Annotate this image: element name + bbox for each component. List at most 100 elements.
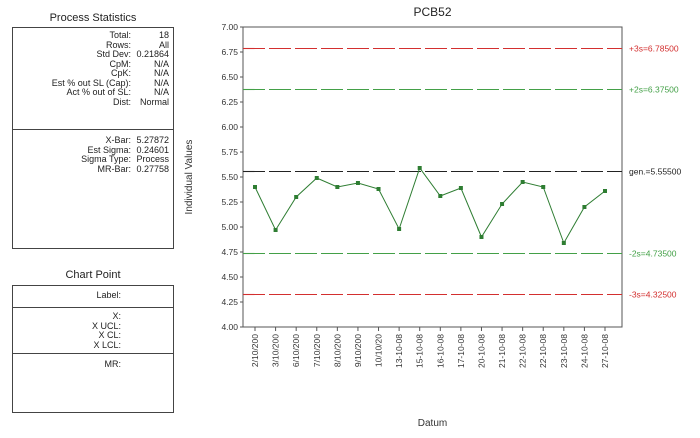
reference-line-label: -3s=4.32500 [629, 290, 677, 300]
reference-line-label: +2s=6.37500 [629, 85, 679, 95]
stat-value: All [158, 39, 169, 50]
data-point [520, 180, 525, 184]
y-tick-label: 4.75 [221, 247, 238, 257]
data-point [397, 227, 402, 231]
process-statistics-box: Total: 18 Rows: All Std Dev: 0.21864 CpM: N/A Cp… [12, 27, 174, 249]
stat-label: Std Dev: [96, 49, 131, 59]
sigma-stat-label: Sigma Type: [81, 154, 131, 164]
y-tick-label: 6.25 [221, 97, 238, 107]
y-axis-label: Individual Values [184, 140, 195, 215]
y-tick-label: 6.75 [221, 47, 238, 57]
stat-label: CpM: [109, 58, 131, 69]
stat-label: CpK: [110, 68, 131, 78]
chart-point-xucl: X UCL: [91, 320, 121, 331]
reference-line-label: -2s=4.73500 [629, 249, 677, 259]
data-point [603, 189, 607, 193]
y-tick-label: 5.75 [221, 147, 238, 157]
x-tick-label: 15-10-08 [415, 334, 425, 368]
x-tick-label: 17-10-08 [456, 334, 466, 368]
series-line [254, 166, 606, 245]
data-point [438, 194, 443, 198]
chart-title: PCB52 [413, 5, 451, 19]
data-point [335, 185, 340, 189]
x-tick-label: 3/10/200 [271, 334, 281, 367]
sigma-stat-value: 0.27758 [136, 163, 169, 174]
data-point [253, 185, 257, 189]
stat-row: Total: 18 [13, 30, 173, 41]
data-point [561, 241, 566, 245]
stat-value: N/A [153, 87, 169, 97]
data-point [541, 185, 546, 189]
x-tick-label: 22-10-08 [518, 334, 528, 368]
x-tick-label: 16-10-08 [435, 334, 445, 368]
chart-point-label: Label: [96, 290, 121, 300]
data-point [355, 181, 360, 185]
chart-point-box: Label: X: X UCL: X CL: X LCL: MR: [12, 285, 174, 413]
stat-row: CpK: N/A [13, 68, 173, 79]
sigma-stat-label: Est Sigma: [87, 144, 131, 155]
sigma-stat-value: 0.24601 [136, 144, 169, 155]
data-point [500, 202, 505, 206]
y-tick-label: 4.00 [221, 322, 238, 332]
chart-point-title: Chart Point [65, 269, 121, 281]
x-tick-label: 24-10-08 [579, 334, 589, 368]
x-tick-label: 20-10-08 [476, 334, 486, 368]
y-tick-label: 6.00 [221, 122, 238, 132]
stats-section-main: Total: 18 Rows: All Std Dev: 0.21864 CpM: N/A Cp… [13, 28, 173, 130]
x-tick-label: 9/10/200 [353, 334, 363, 367]
chart-point-x: X: [112, 311, 121, 321]
sigma-stat-row: Est Sigma: 0.24601 [13, 144, 173, 156]
sigma-stat-value: Process [136, 154, 169, 164]
stats-section-sigma: X-Bar: 5.27872 Est Sigma: 0.24601 Sigma Type… [13, 130, 173, 250]
x-tick-label: 7/10/200 [312, 334, 322, 367]
chart-point-values-section: X: X UCL: X CL: X LCL: [13, 308, 173, 354]
y-tick-label: 4.25 [221, 297, 238, 307]
stat-row: Std Dev: 0.21864 [13, 49, 173, 60]
stat-label: Total: [109, 30, 131, 40]
process-statistics-title: Process Statistics [49, 12, 137, 24]
sigma-stat-label: MR-Bar: [97, 163, 132, 174]
sigma-stat-row: X-Bar: 5.27872 [13, 135, 173, 146]
x-tick-label: 2/10/200 [250, 334, 260, 367]
data-point [376, 187, 381, 191]
data-point [417, 166, 422, 170]
stat-value: Normal [139, 96, 169, 107]
stat-label: Rows: [105, 39, 131, 50]
reference-line-label: gen.=5.55500 [629, 167, 682, 177]
y-tick-label: 5.25 [221, 197, 238, 207]
x-tick-label: 27-10-08 [600, 334, 610, 368]
data-point [273, 228, 278, 232]
y-tick-label: 7.00 [221, 22, 238, 32]
stat-row: Act % out of SL: N/A [13, 87, 173, 98]
y-tick-label: 6.50 [221, 72, 238, 82]
stat-row: Est % out SL (Cap): N/A [13, 78, 173, 89]
x-tick-label: 10/10/20 [374, 334, 384, 367]
data-point [458, 186, 463, 190]
data-point [479, 235, 484, 239]
x-tick-label: 13-10-08 [394, 334, 404, 368]
stat-row: CpM: N/A [13, 58, 173, 70]
stat-label: Act % out of SL: [66, 87, 131, 97]
chart-point-label-section: Label: [13, 286, 173, 308]
chart-point-mr-section: MR: [13, 354, 173, 414]
stat-value: N/A [153, 68, 169, 78]
sigma-stat-row: MR-Bar: 0.27758 [13, 163, 173, 175]
stat-value: N/A [153, 58, 169, 69]
data-point [582, 205, 587, 209]
plot-area [242, 26, 623, 328]
x-tick-label: 23-10-08 [559, 334, 569, 368]
data-point [294, 195, 299, 199]
x-tick-label: 6/10/200 [291, 334, 301, 367]
stat-row: Dist: Normal [13, 96, 173, 108]
y-tick-label: 5.00 [221, 222, 238, 232]
data-point [314, 176, 319, 180]
stat-value: 18 [158, 30, 169, 40]
sigma-stat-row: Sigma Type: Process [13, 154, 173, 165]
x-tick-label: 8/10/200 [332, 334, 342, 367]
reference-line-label: +3s=6.78500 [629, 44, 679, 54]
chart-point-xcl: X CL: [98, 330, 121, 340]
y-tick-label: 5.50 [221, 172, 238, 182]
stat-value: 0.21864 [136, 49, 169, 59]
x-axis-label: Datum [418, 418, 447, 429]
sigma-stat-label: X-Bar: [105, 135, 131, 145]
